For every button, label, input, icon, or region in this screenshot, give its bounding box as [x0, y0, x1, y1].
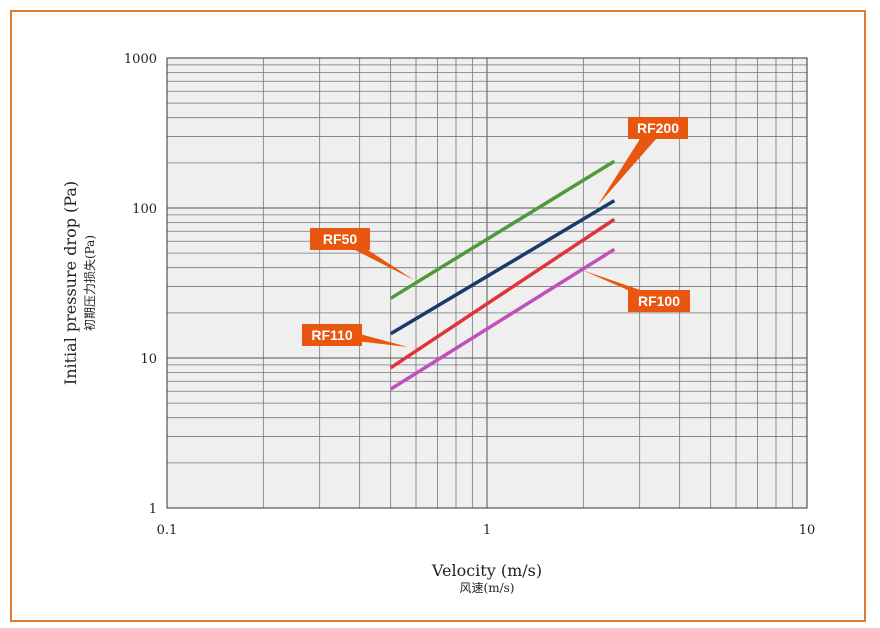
y-tick-label: 100: [132, 202, 157, 217]
callout-label: RF100: [638, 293, 680, 309]
y-tick-label: 1: [149, 502, 157, 517]
callout-label: RF50: [323, 231, 357, 247]
grid-lines: [167, 58, 807, 508]
callout-label: RF200: [637, 120, 679, 136]
y-axis-title: Initial pressure drop (Pa): [61, 181, 80, 385]
y-tick-label: 10: [140, 352, 157, 367]
y-tick-labels: 1 10 100 1000: [124, 52, 157, 517]
callout-label: RF110: [311, 327, 352, 343]
x-tick-label: 0.1: [157, 523, 178, 538]
x-tick-labels: 0.1 1 10: [157, 523, 816, 538]
x-tick-label: 1: [483, 523, 491, 538]
y-tick-label: 1000: [124, 52, 157, 67]
x-axis-title-cn: 风速(m/s): [460, 581, 515, 595]
x-tick-label: 10: [799, 523, 816, 538]
y-axis-title-cn: 初期压力损失(Pa): [82, 235, 97, 331]
x-axis-title: Velocity (m/s): [431, 561, 542, 580]
